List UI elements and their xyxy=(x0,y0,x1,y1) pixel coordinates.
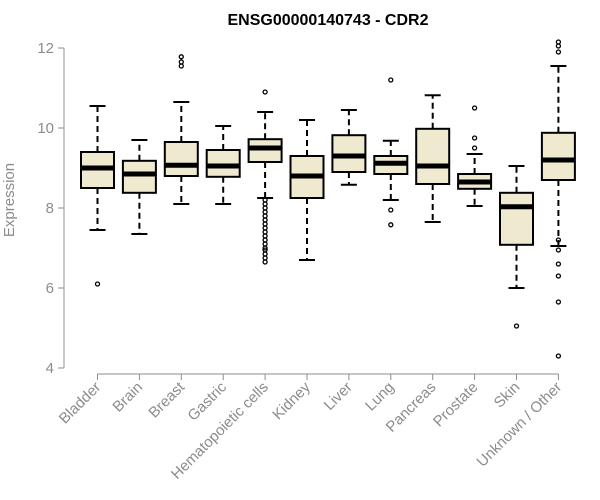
y-axis-label: Expression xyxy=(1,163,18,237)
box-bladder xyxy=(80,105,115,287)
box-brain xyxy=(121,139,157,235)
outlier-point xyxy=(388,222,394,228)
outlier-point xyxy=(555,43,562,49)
outlier-point xyxy=(388,207,394,213)
outlier-point xyxy=(388,77,394,83)
chart-title: ENSG00000140743 - CDR2 xyxy=(227,12,428,29)
outlier-point xyxy=(555,261,562,267)
x-tick-label: Liver xyxy=(321,379,356,414)
box-skin xyxy=(499,165,534,329)
outlier-point xyxy=(555,299,562,305)
outlier-point xyxy=(555,273,562,279)
y-axis: 4 6 8 10 12 xyxy=(37,40,65,377)
box-kidney xyxy=(289,119,325,261)
iqr-box xyxy=(415,127,451,186)
iqr-box xyxy=(205,149,241,178)
boxes-group xyxy=(80,39,576,359)
y-tick-label: 12 xyxy=(37,40,54,57)
outlier-point xyxy=(555,247,562,253)
y-tick-label: 10 xyxy=(37,120,54,137)
outlier-point xyxy=(178,59,184,65)
outlier-point xyxy=(94,281,101,287)
x-tick-label: Lung xyxy=(362,379,398,415)
outlier-point xyxy=(471,135,478,141)
box-pancreas xyxy=(415,94,451,223)
outlier-point xyxy=(471,105,478,111)
y-tick-label: 8 xyxy=(46,200,54,217)
outlier-point xyxy=(471,145,478,151)
box-unknown-other xyxy=(540,39,576,359)
iqr-box xyxy=(121,159,157,194)
outlier-point xyxy=(262,245,268,251)
outlier-point xyxy=(262,259,268,265)
box-hematopoietic-cells xyxy=(247,89,283,265)
iqr-box xyxy=(247,138,283,163)
box-breast xyxy=(163,54,199,205)
outlier-point xyxy=(555,237,562,243)
iqr-box xyxy=(163,141,199,177)
outlier-point xyxy=(555,49,562,55)
x-tick-label: Prostate xyxy=(430,379,482,431)
box-prostate xyxy=(457,105,493,207)
iqr-box xyxy=(540,131,576,182)
iqr-box xyxy=(499,191,534,246)
box-liver xyxy=(331,109,367,186)
x-tick-label: Breast xyxy=(145,378,188,421)
x-tick-label: Skin xyxy=(491,379,524,412)
x-tick-label: Brain xyxy=(109,379,146,416)
y-tick-label: 4 xyxy=(46,360,54,377)
outlier-point xyxy=(555,353,562,359)
outlier-point xyxy=(178,54,184,60)
outlier-point xyxy=(513,323,520,329)
box-lung xyxy=(373,77,409,228)
y-tick-label: 6 xyxy=(46,280,54,297)
x-tick-label: Bladder xyxy=(56,379,105,428)
x-tick-label: Kidney xyxy=(269,378,314,423)
box-gastric xyxy=(205,125,241,205)
outlier-point xyxy=(262,89,268,95)
